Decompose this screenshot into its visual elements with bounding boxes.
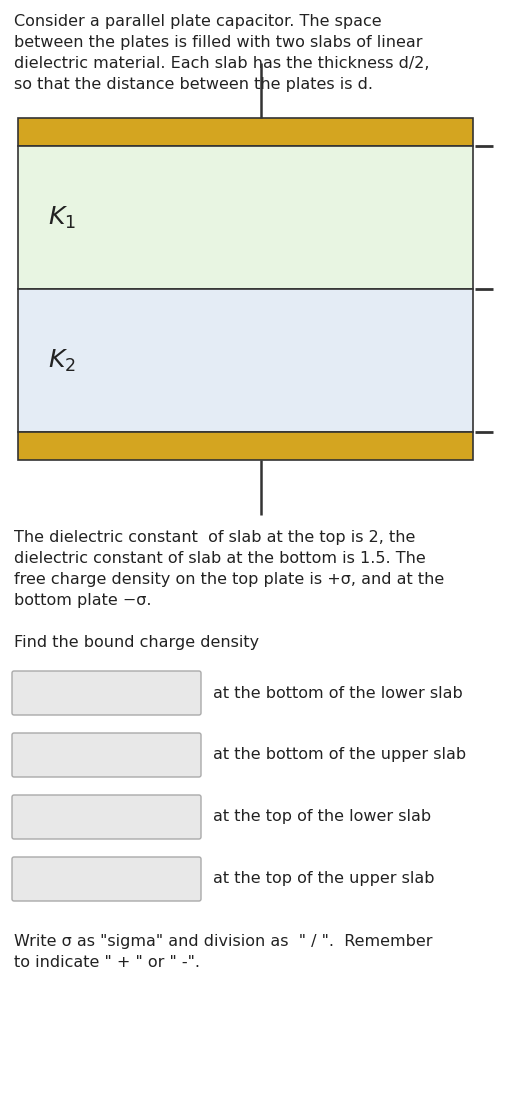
- Text: Consider a parallel plate capacitor. The space
between the plates is filled with: Consider a parallel plate capacitor. The…: [14, 14, 429, 92]
- Text: at the top of the lower slab: at the top of the lower slab: [213, 810, 431, 825]
- Text: The dielectric constant  of slab at the top is 2, the
dielectric constant of sla: The dielectric constant of slab at the t…: [14, 530, 444, 608]
- Text: Write σ as "sigma" and division as  " / ".  Remember
to indicate " + " or " -".: Write σ as "sigma" and division as " / "…: [14, 934, 433, 970]
- Bar: [18, 146, 473, 289]
- Text: Find the bound charge density: Find the bound charge density: [14, 635, 259, 650]
- FancyBboxPatch shape: [12, 671, 201, 715]
- Text: at the bottom of the upper slab: at the bottom of the upper slab: [213, 748, 466, 762]
- Text: at the top of the upper slab: at the top of the upper slab: [213, 871, 435, 887]
- Text: at the bottom of the lower slab: at the bottom of the lower slab: [213, 685, 463, 701]
- Text: $K_2$: $K_2$: [48, 348, 76, 374]
- FancyBboxPatch shape: [12, 733, 201, 777]
- Text: $K_1$: $K_1$: [48, 205, 76, 231]
- FancyBboxPatch shape: [12, 795, 201, 839]
- Bar: [18, 118, 473, 146]
- Bar: [18, 432, 473, 460]
- FancyBboxPatch shape: [12, 857, 201, 901]
- Bar: [18, 289, 473, 432]
